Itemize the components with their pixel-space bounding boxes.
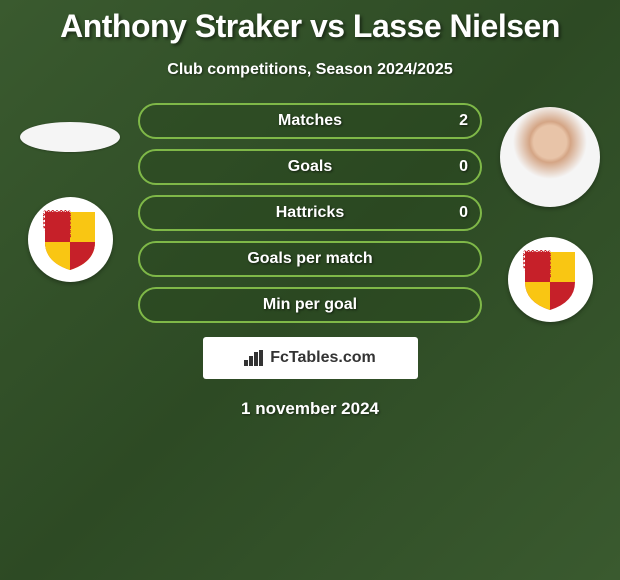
stat-row-gpm: Goals per match [138,241,482,277]
player-1-club-badge [28,197,113,282]
subtitle: Club competitions, Season 2024/2025 [0,61,620,79]
brand-name: FcTables.com [270,349,376,367]
stat-row-mpg: Min per goal [138,287,482,323]
right-player-column [490,103,610,323]
stats-bars: Matches 2 Goals 0 Hattricks 0 Goals per … [130,103,490,323]
stat-value-right: 0 [459,204,468,222]
stat-label: Matches [278,112,342,130]
stat-label: Min per goal [263,296,357,314]
player-2-club-badge [508,237,593,322]
stat-row-hattricks: Hattricks 0 [138,195,482,231]
stat-row-matches: Matches 2 [138,103,482,139]
left-player-column [10,103,130,323]
page-title: Anthony Straker vs Lasse Nielsen [0,0,620,45]
stat-row-goals: Goals 0 [138,149,482,185]
brand-watermark: FcTables.com [203,337,418,379]
stat-value-right: 0 [459,158,468,176]
stat-label: Hattricks [276,204,344,222]
player-1-avatar [20,122,120,152]
date-label: 1 november 2024 [0,399,620,419]
player-2-avatar [500,107,600,207]
stat-label: Goals per match [247,250,372,268]
bar-chart-icon [244,350,264,366]
stat-value-right: 2 [459,112,468,130]
stat-label: Goals [288,158,332,176]
stats-section: Matches 2 Goals 0 Hattricks 0 Goals per … [0,103,620,323]
